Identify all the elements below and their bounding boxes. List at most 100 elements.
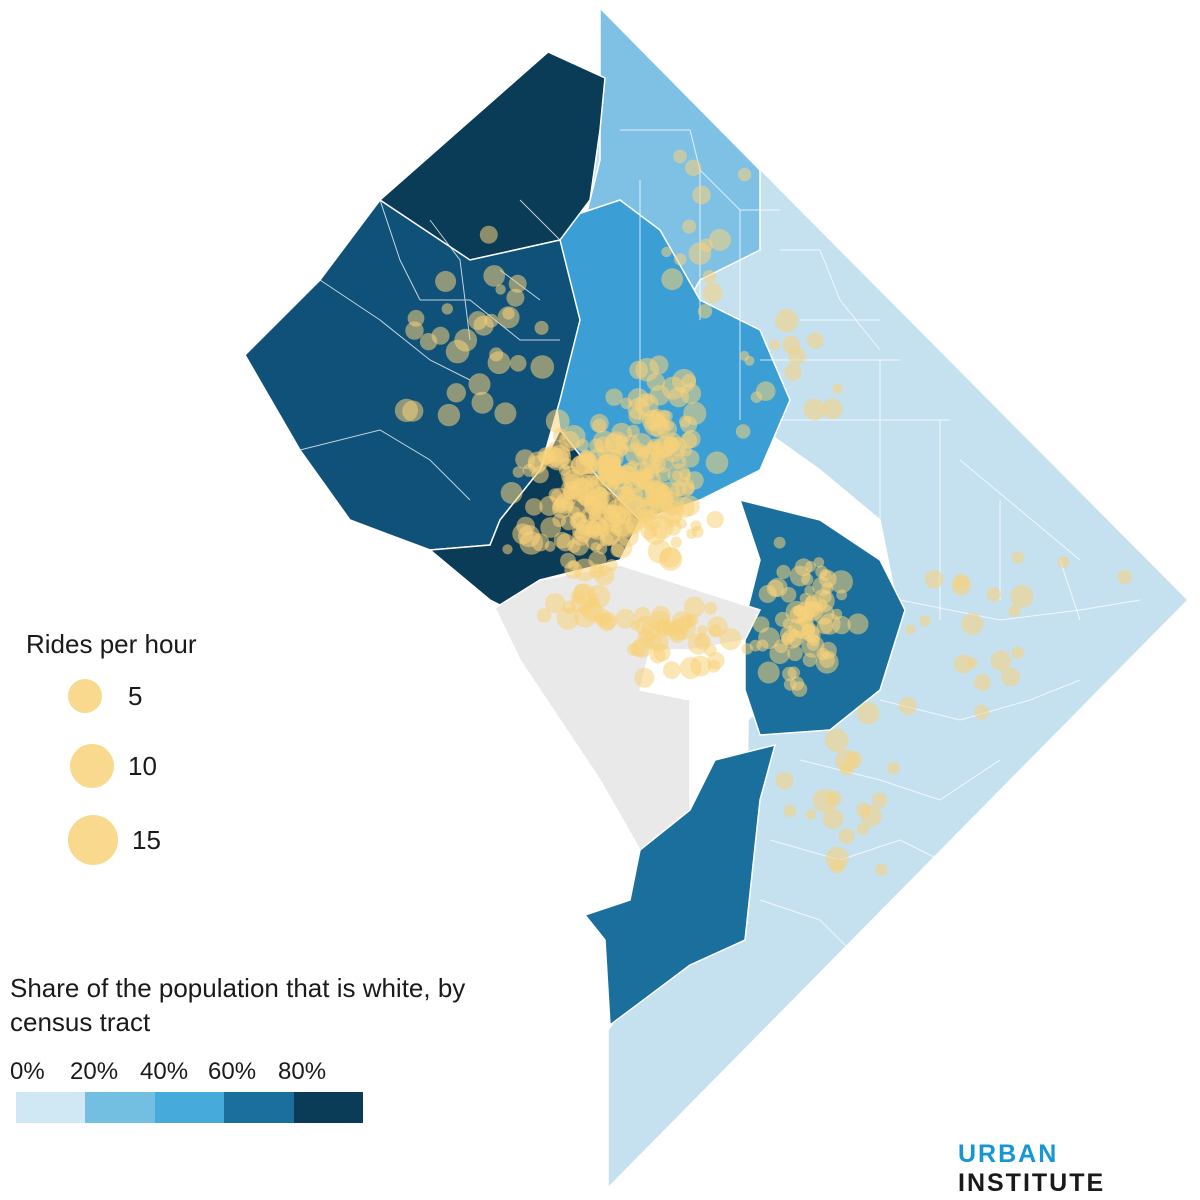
ride-bubble [898,696,917,716]
ride-bubble [659,505,682,528]
ride-bubble [643,442,661,461]
ride-bubble [585,474,599,488]
ride-bubble [875,863,888,876]
color-tick: 80% [278,1058,327,1085]
ride-bubble [787,629,805,647]
ride-bubble [757,661,780,684]
ride-bubble [679,657,702,679]
ride-bubble [924,569,944,589]
ride-bubble [847,613,869,635]
ride-bubble [580,508,596,524]
ride-bubble [822,808,844,830]
ride-bubble [961,613,984,635]
color-swatch [154,1092,225,1123]
ride-bubble [856,823,870,836]
ride-bubble [681,373,697,389]
ride-bubble [661,268,684,291]
ride-bubble [819,570,837,588]
ride-bubble [708,228,731,251]
ride-bubble [593,564,615,586]
ride-bubble [512,523,534,545]
size-legend-circle-small [68,679,102,713]
ride-bubble [706,510,724,529]
ride-bubble [846,751,863,768]
ride-bubble [887,761,900,775]
ride-bubble [804,585,815,596]
size-legend-item-15: 15 [60,815,161,865]
ride-bubble [506,288,525,307]
ride-bubble [597,466,609,478]
ride-bubble [502,307,515,320]
ride-bubble [702,282,723,304]
ride-bubble [558,464,571,477]
size-legend-label: 5 [128,680,143,711]
ride-bubble [775,771,794,790]
color-legend-title: Share of the population that is white, b… [10,973,466,1037]
ride-bubble [611,537,633,559]
ride-bubble [437,403,461,427]
ride-bubble [783,678,797,691]
ride-bubble [562,485,578,500]
size-legend-item-5: 5 [60,679,142,713]
ride-bubble [614,494,631,511]
ride-bubble [484,313,499,328]
ride-bubble [785,600,808,624]
ride-bubble [783,804,797,818]
ride-bubble [649,497,665,513]
ride-bubble [1010,584,1034,608]
ride-bubble [545,593,566,614]
ride-bubble [545,409,570,433]
ride-bubble [769,339,780,351]
ride-bubble [540,517,562,538]
color-swatch [85,1092,155,1123]
size-legend-circle-large [68,815,118,865]
ride-bubble [574,525,592,543]
ride-bubble [741,643,753,655]
ride-bubble [775,308,799,333]
ride-bubble [673,149,687,164]
ride-bubbles [394,149,1133,876]
ride-bubble [660,546,681,568]
ride-bubble [560,552,576,569]
size-legend-circle-medium [70,744,114,788]
ride-bubble [468,373,491,396]
ride-bubble [784,363,802,381]
ride-bubble [502,544,513,555]
ride-bubble [816,617,834,635]
ride-bubble [454,328,478,352]
ride-bubble [750,391,763,404]
ride-bubble [966,657,978,669]
ride-bubble [705,451,729,475]
ride-bubble [871,792,888,808]
ride-bubble [592,418,607,433]
ride-bubble [512,466,525,478]
ride-bubble [682,429,701,449]
ride-bubble [525,498,543,516]
ride-bubble [788,347,806,365]
ride-bubble [634,606,651,623]
ride-bubble [758,627,780,649]
ride-bubble [530,355,555,379]
ride-bubble [546,451,558,463]
ride-bubble [707,616,728,637]
ride-bubble [691,525,704,538]
color-swatch [293,1092,363,1123]
color-tick: 20% [70,1058,119,1085]
ride-bubble [813,557,825,568]
ride-bubble [787,666,800,679]
color-tick: 0% [10,1058,45,1085]
ride-bubble [697,625,708,636]
ride-bubble [556,607,580,630]
ride-bubble [838,828,855,845]
ride-bubble [494,402,517,425]
color-legend-ticks: 0% 20% 40% 60% 80% [10,1058,370,1088]
size-legend-label: 15 [132,824,161,855]
ride-bubble [646,372,665,392]
ride-bubble [679,495,700,516]
ride-bubble [435,270,457,292]
ride-bubble [660,410,673,423]
ride-bubble [627,424,640,438]
ride-bubble [479,225,498,244]
ride-bubble [586,597,600,611]
color-swatch [224,1092,294,1123]
